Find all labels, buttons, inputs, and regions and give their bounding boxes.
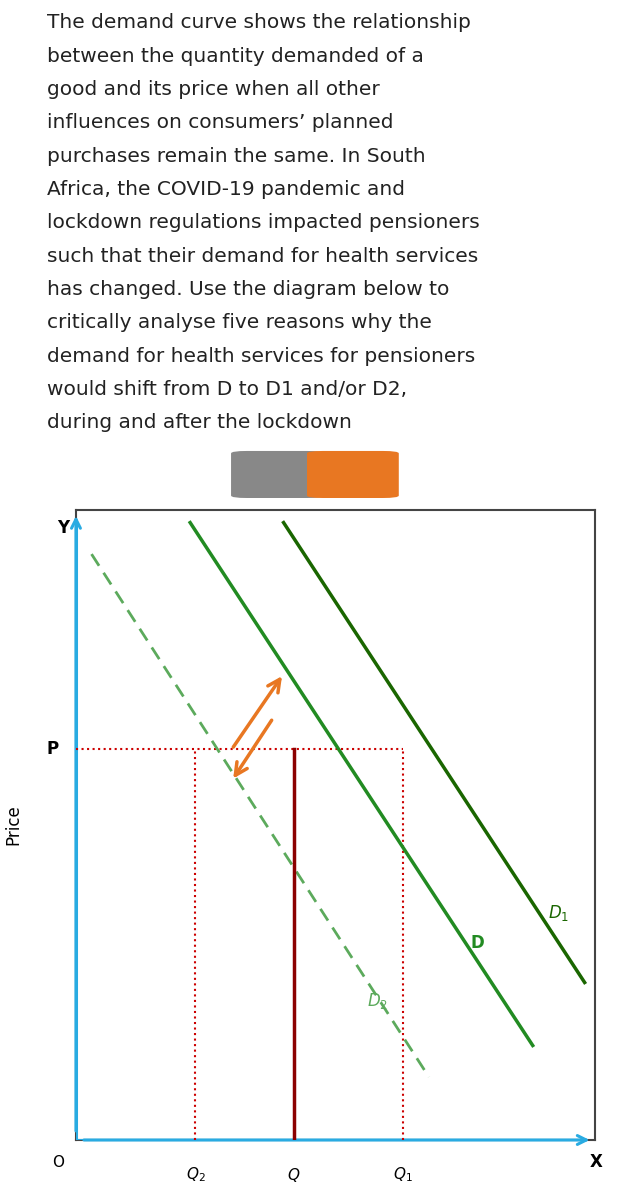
Text: $Q$: $Q$: [287, 1165, 301, 1183]
Text: would shift from D to D1 and/or D2,: would shift from D to D1 and/or D2,: [47, 380, 408, 400]
Text: $Q_2$: $Q_2$: [185, 1165, 205, 1184]
Text: lockdown regulations impacted pensioners: lockdown regulations impacted pensioners: [47, 214, 480, 233]
Text: between the quantity demanded of a: between the quantity demanded of a: [47, 47, 424, 66]
Text: has changed. Use the diagram below to: has changed. Use the diagram below to: [47, 280, 450, 299]
Text: The demand curve shows the relationship: The demand curve shows the relationship: [47, 13, 472, 32]
Text: Y: Y: [57, 520, 69, 538]
Text: O: O: [52, 1154, 64, 1170]
Text: D: D: [470, 934, 484, 952]
FancyBboxPatch shape: [231, 451, 323, 498]
Text: during and after the lockdown: during and after the lockdown: [47, 414, 353, 432]
Text: purchases remain the same. In South: purchases remain the same. In South: [47, 146, 426, 166]
Text: demand for health services for pensioners: demand for health services for pensioner…: [47, 347, 476, 366]
Text: P: P: [47, 740, 59, 758]
Text: influences on consumers’ planned: influences on consumers’ planned: [47, 114, 394, 132]
Text: $D_1$: $D_1$: [548, 902, 570, 923]
FancyBboxPatch shape: [307, 451, 399, 498]
Text: Price: Price: [4, 805, 23, 845]
Text: such that their demand for health services: such that their demand for health servic…: [47, 247, 479, 266]
Text: ↻: ↻: [346, 464, 360, 482]
Text: $Q_1$: $Q_1$: [393, 1165, 413, 1184]
Text: good and its price when all other: good and its price when all other: [47, 80, 380, 100]
Text: critically analyse five reasons why the: critically analyse five reasons why the: [47, 313, 432, 332]
Text: Africa, the COVID-19 pandemic and: Africa, the COVID-19 pandemic and: [47, 180, 406, 199]
Text: $D_2$: $D_2$: [367, 991, 387, 1012]
Text: ↺: ↺: [270, 464, 284, 482]
Text: X: X: [590, 1153, 603, 1171]
